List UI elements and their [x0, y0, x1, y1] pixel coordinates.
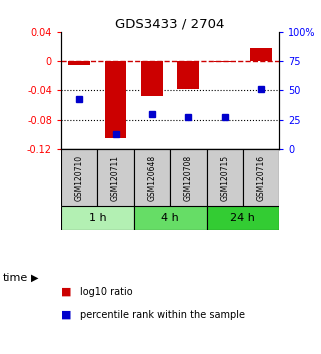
Bar — [243, 149, 279, 206]
Text: 1 h: 1 h — [89, 213, 106, 223]
Text: time: time — [3, 273, 29, 283]
Text: percentile rank within the sample: percentile rank within the sample — [80, 310, 245, 320]
Text: ▶: ▶ — [30, 273, 38, 283]
Text: GSM120715: GSM120715 — [220, 155, 229, 201]
Bar — [206, 206, 279, 230]
Text: 24 h: 24 h — [230, 213, 255, 223]
Bar — [134, 206, 206, 230]
Bar — [134, 149, 170, 206]
Text: ■: ■ — [61, 287, 72, 297]
Text: GSM120708: GSM120708 — [184, 155, 193, 201]
Bar — [68, 61, 90, 65]
Title: GDS3433 / 2704: GDS3433 / 2704 — [116, 18, 225, 31]
Bar — [250, 48, 272, 61]
Text: log10 ratio: log10 ratio — [80, 287, 133, 297]
Text: GSM120648: GSM120648 — [147, 155, 156, 201]
Bar — [206, 149, 243, 206]
Bar — [61, 206, 134, 230]
Bar — [97, 149, 134, 206]
Bar — [214, 61, 236, 62]
Bar — [105, 61, 126, 138]
Bar — [178, 61, 199, 89]
Text: GSM120716: GSM120716 — [256, 155, 265, 201]
Text: 4 h: 4 h — [161, 213, 179, 223]
Text: GSM120711: GSM120711 — [111, 155, 120, 201]
Bar — [170, 149, 206, 206]
Text: ■: ■ — [61, 310, 72, 320]
Text: GSM120710: GSM120710 — [75, 155, 84, 201]
Bar — [61, 149, 97, 206]
Bar — [141, 61, 163, 96]
